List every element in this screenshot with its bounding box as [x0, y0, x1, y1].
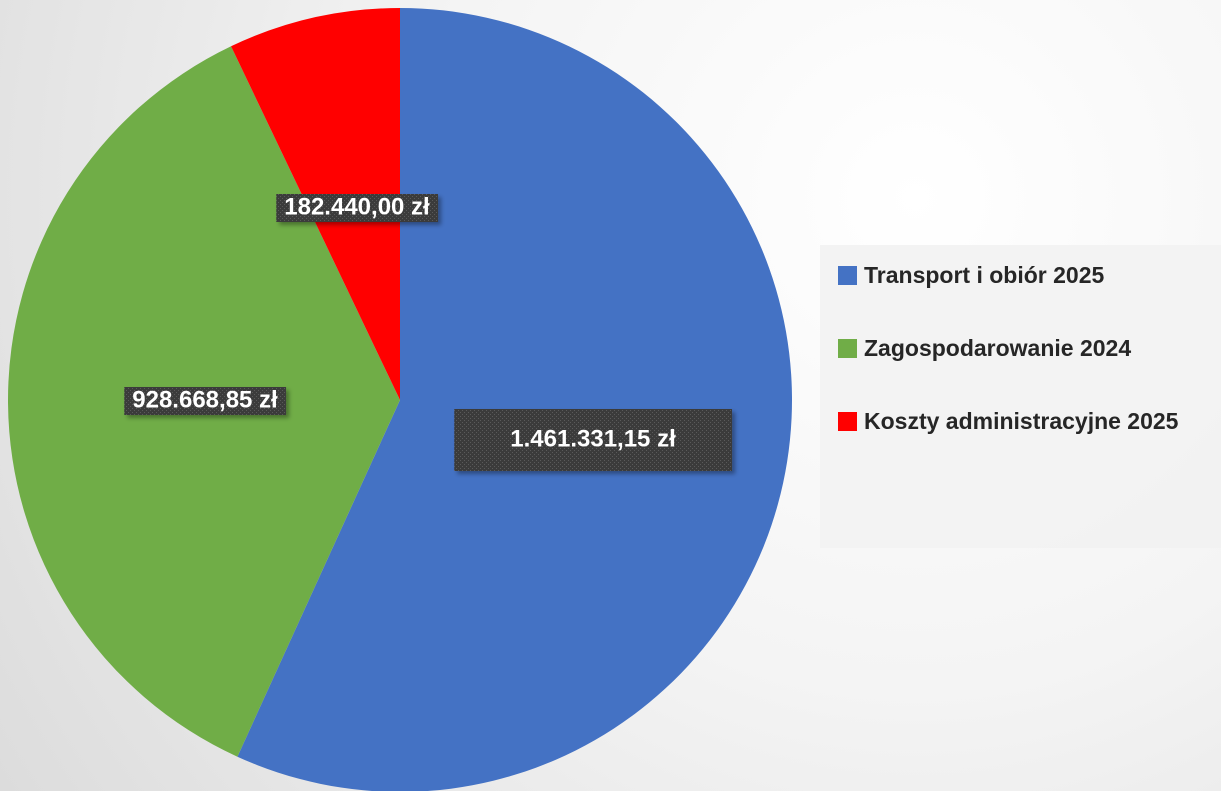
data-label-box: [276, 194, 439, 222]
data-label-text: 1.461.331,15 zł: [510, 425, 676, 452]
legend-swatch: [838, 339, 857, 358]
data-label-text: 928.668,85 zł: [132, 386, 278, 413]
data-label: 1.461.331,15 zł: [454, 409, 733, 471]
legend-item: Koszty administracyjne 2025: [838, 405, 1208, 438]
legend-label: Transport i obiór 2025: [864, 262, 1105, 288]
data-label: 928.668,85 zł: [124, 386, 287, 415]
data-label-box: [124, 387, 287, 415]
data-label-text: 182.440,00 zł: [284, 193, 430, 220]
legend-label: Zagospodarowanie 2024: [864, 335, 1132, 361]
legend: Transport i obiór 2025 Zagospodarowanie 2…: [820, 245, 1221, 548]
legend-swatch: [838, 266, 857, 285]
legend-item: Zagospodarowanie 2024: [838, 332, 1208, 365]
data-label-box: [454, 409, 733, 471]
legend-label: Koszty administracyjne 2025: [864, 408, 1179, 434]
legend-swatch: [838, 412, 857, 431]
legend-item: Transport i obiór 2025: [838, 259, 1208, 292]
data-label: 182.440,00 zł: [276, 193, 439, 222]
pie-slice: [237, 8, 792, 791]
